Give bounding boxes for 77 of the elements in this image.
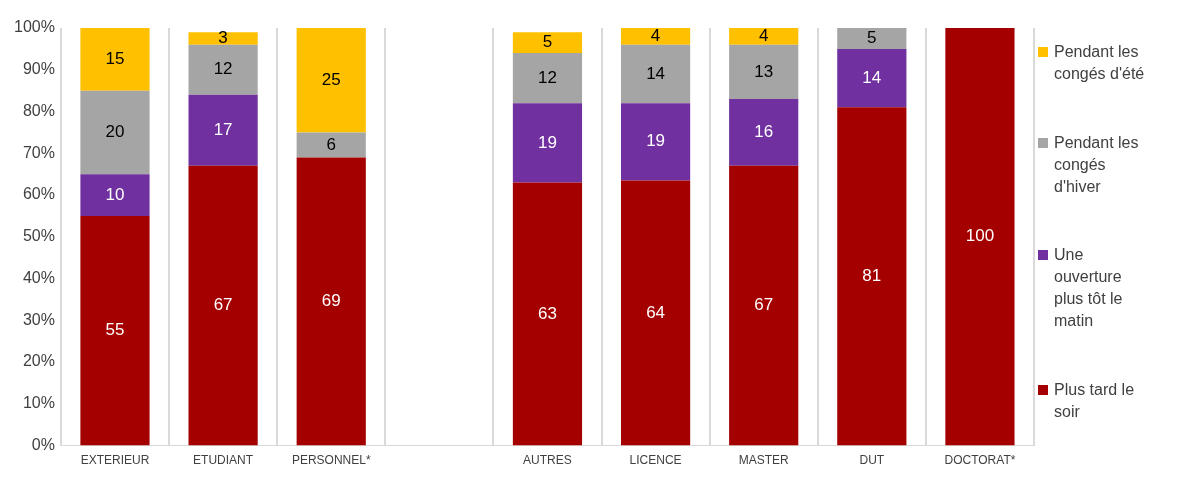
data-label: 4 (758, 26, 769, 46)
data-label: 6 (326, 134, 336, 154)
data-label: 55 (105, 320, 125, 340)
y-tick-label: 0% (31, 436, 55, 454)
data-label: 4 (650, 26, 661, 46)
data-label: 19 (538, 132, 557, 152)
data-label: 67 (754, 295, 774, 315)
bar (80, 215, 150, 446)
y-tick-label: 40% (22, 268, 55, 286)
data-label: 10 (105, 184, 125, 204)
bar (620, 28, 691, 45)
x-tick-label: ETUDIANT (193, 453, 254, 468)
bar (729, 98, 799, 166)
bar (512, 103, 583, 183)
bar (80, 28, 150, 91)
x-tick-label: LICENCE (629, 453, 682, 468)
bar (296, 28, 366, 133)
x-tick-label: PERSONNEL* (291, 453, 371, 468)
y-tick-label: 90% (22, 60, 55, 78)
bar (512, 32, 583, 54)
bar (188, 44, 258, 95)
data-label: 19 (646, 131, 666, 151)
data-label: 25 (321, 69, 341, 89)
bar (512, 53, 583, 104)
y-tick-label: 80% (22, 101, 55, 119)
bar (837, 28, 907, 49)
bar (729, 165, 799, 446)
y-tick-label: 50% (22, 227, 55, 245)
y-tick-label: 60% (22, 185, 55, 203)
bar (837, 48, 907, 108)
y-tick-label: 70% (22, 143, 55, 161)
x-tick-label: DUT (859, 453, 885, 468)
data-label: 12 (538, 67, 557, 87)
data-label: 14 (646, 63, 666, 83)
bar (296, 132, 366, 158)
bar (80, 174, 150, 216)
data-label: 81 (862, 266, 882, 286)
x-tick-label: AUTRES (523, 453, 572, 468)
legend-label: Plus tard le soir (1054, 379, 1136, 422)
x-tick-label: MASTER (738, 453, 790, 468)
bar (512, 182, 583, 446)
data-label: 67 (213, 295, 233, 315)
data-label: 100 (965, 226, 995, 246)
data-label: 63 (538, 303, 557, 323)
data-label: 14 (862, 67, 882, 87)
bar (837, 107, 907, 446)
data-label: 69 (321, 291, 341, 311)
y-tick-label: 20% (22, 352, 55, 370)
data-label: 20 (105, 122, 125, 142)
data-label: 12 (213, 59, 233, 79)
data-label: 5 (542, 32, 553, 52)
bar (620, 44, 691, 104)
data-label: 17 (213, 120, 233, 139)
legend-label: Pendant les congés d'été (1054, 42, 1146, 85)
bar (188, 32, 258, 45)
data-label: 13 (754, 61, 774, 81)
data-label: 15 (105, 49, 125, 69)
bar (80, 90, 150, 175)
bar (296, 157, 366, 446)
data-label: 5 (867, 28, 877, 48)
bar (188, 165, 258, 446)
bar (188, 94, 258, 166)
data-label: 3 (218, 28, 228, 48)
x-tick-label: EXTERIEUR (80, 453, 150, 468)
legend-label: Une ouverture plus tôt le matin (1054, 245, 1124, 332)
y-tick-label: 10% (22, 394, 55, 412)
data-label: 64 (646, 302, 666, 322)
legend-label: Pendant les congés d'hiver (1054, 132, 1140, 197)
bar (620, 180, 691, 446)
bar (945, 28, 1015, 446)
data-label: 16 (754, 122, 774, 142)
bar (729, 28, 799, 45)
bar (729, 44, 799, 99)
x-tick-label: DOCTORAT* (944, 453, 1016, 468)
y-tick-label: 30% (22, 310, 55, 328)
bar (620, 103, 691, 181)
y-tick-label: 100% (14, 18, 55, 36)
